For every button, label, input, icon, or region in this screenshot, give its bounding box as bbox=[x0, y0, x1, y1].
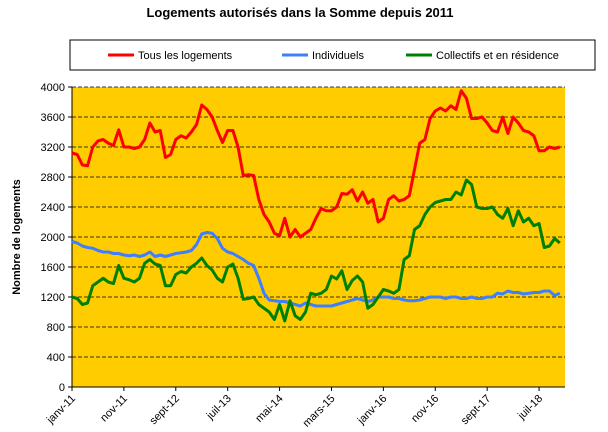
x-tick-label: mai-14 bbox=[253, 393, 285, 425]
y-tick-label: 0 bbox=[59, 382, 65, 394]
y-tick-label: 1200 bbox=[41, 292, 65, 304]
chart-title: Logements autorisés dans la Somme depuis… bbox=[146, 5, 453, 20]
x-tick-label: janv-11 bbox=[44, 393, 78, 427]
x-tick-label: mars-15 bbox=[301, 393, 338, 430]
y-tick-label: 1600 bbox=[41, 262, 65, 274]
x-tick-label: nov-16 bbox=[409, 393, 441, 425]
x-tick-label: juil-18 bbox=[515, 393, 545, 423]
series-line bbox=[71, 178, 561, 323]
x-tick-label: juil-13 bbox=[204, 393, 234, 423]
y-tick-label: 400 bbox=[47, 352, 65, 364]
x-tick-label: nov-11 bbox=[98, 393, 130, 425]
y-tick-label: 3200 bbox=[41, 142, 65, 154]
y-tick-label: 4000 bbox=[41, 82, 65, 94]
y-tick-label: 2000 bbox=[41, 232, 65, 244]
legend-label: Individuels bbox=[312, 50, 364, 62]
legend-box bbox=[69, 39, 596, 71]
legend-label: Collectifs et en résidence bbox=[436, 50, 559, 62]
y-tick-label: 2400 bbox=[41, 202, 65, 214]
legend-label: Tous les logements bbox=[138, 50, 233, 62]
series-line bbox=[71, 231, 561, 308]
x-tick-label: janv-16 bbox=[355, 393, 390, 428]
y-tick-label: 3600 bbox=[41, 112, 65, 124]
y-axis-label: Nombre de logements bbox=[11, 179, 23, 295]
x-tick-label: sept-12 bbox=[147, 393, 181, 427]
series-line bbox=[71, 89, 561, 239]
y-tick-label: 800 bbox=[47, 322, 65, 334]
x-tick-label: sept-17 bbox=[459, 393, 493, 427]
y-tick-label: 2800 bbox=[41, 172, 65, 184]
